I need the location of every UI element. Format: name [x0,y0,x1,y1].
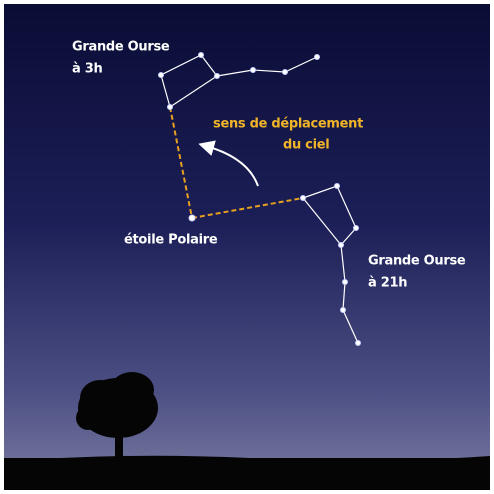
label: du ciel [283,138,329,153]
diagram: Grande Ourse à 3h sens de déplacement du… [0,0,494,494]
label: Grande Ourse [72,40,170,55]
label: étoile Polaire [124,233,218,248]
ground [4,456,490,490]
label: Grande Ourse [368,254,466,269]
label: à 3h [72,62,102,77]
label: à 21h [368,276,407,291]
label: sens de déplacement [213,117,363,132]
